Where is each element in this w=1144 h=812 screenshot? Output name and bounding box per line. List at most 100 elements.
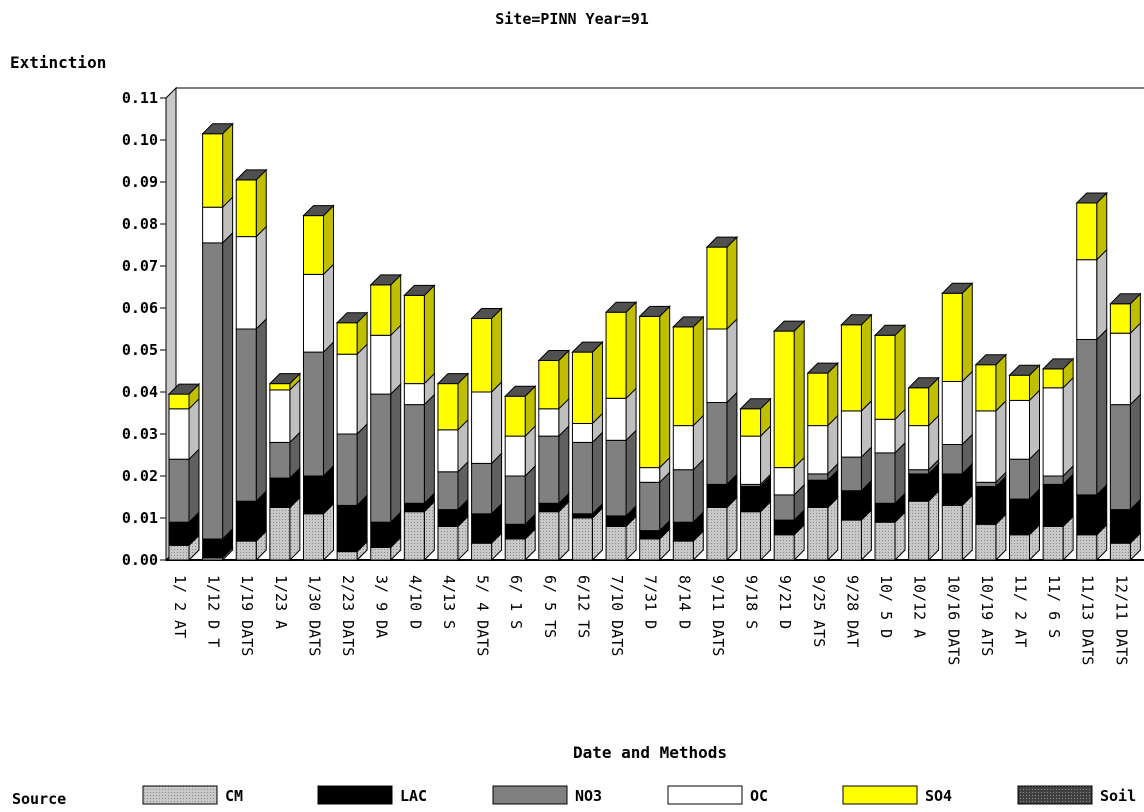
bar-segment [370,393,392,523]
bar-top-cap [1008,364,1041,376]
bar-segment [874,521,896,561]
bar-segment [571,423,593,443]
bar-segment [235,540,257,561]
bar-segment [302,215,324,275]
bar-top-cap [1075,192,1108,204]
bar-top-cap [470,308,503,319]
bar-segment [1109,404,1131,511]
bar-segment [941,444,963,475]
bar-segment [1042,475,1064,485]
bar-segment-side [827,361,839,427]
bar-segment [908,500,930,561]
bar-top-cap [268,373,302,385]
bar-segment [1009,399,1030,460]
bar-segment-side [692,458,704,524]
bar-segment [975,410,997,483]
bar-segment [403,404,425,504]
bar-stack [907,376,940,562]
bar-top-cap [403,284,436,296]
bar-segment-side [591,431,603,516]
bar-segment-side [255,225,267,331]
bar-segment [941,381,963,445]
bar-segment [336,504,358,553]
x-tick-label: 4/13 S [440,575,458,629]
bar-segment [1009,458,1030,500]
bar-segment-side [692,315,704,427]
bar-segment-side [356,422,368,507]
bar-segment [1109,542,1131,561]
bar-stack [705,235,739,562]
bar-segment [840,324,862,412]
bar-segment [941,473,963,506]
x-tick-label: 9/18 S [743,575,761,629]
x-tick-label: 6/ 5 TS [541,575,559,638]
bar-top-cap [806,362,839,374]
bar-top-cap [201,123,234,135]
bar-stack [571,340,604,562]
bar-segment [1042,525,1064,561]
bar-top-cap [571,341,604,353]
bar-segment-side [961,370,973,446]
bar-stack [436,372,470,562]
bar-segment [639,530,661,540]
bar-segment [504,523,526,540]
bar-segment-side [1062,376,1074,478]
bar-stack [840,313,873,562]
bar-segment [706,402,728,485]
bar-segment [672,469,694,523]
bar-segment [1109,509,1131,544]
bar-stack [167,382,201,562]
bar-segment [1076,202,1098,261]
x-tick-label: 7/31 D [642,575,660,629]
bar-stack [335,311,369,562]
bar-segment [807,479,829,509]
bar-segment-side [423,284,435,385]
bar-segment-side [726,391,738,486]
legend-item: SO4 [842,785,952,805]
bar-segment [168,458,190,523]
bar-segment [202,133,224,208]
bar-top-cap [672,316,705,328]
bar-top-cap [537,350,571,361]
bar-segment-side [255,168,267,238]
x-tick-label: 7/10 DATS [608,575,626,656]
bar-segment [504,475,526,525]
x-tick-label: 9/11 DATS [709,575,727,656]
bar-segment [773,494,795,521]
bar-segment [1042,368,1064,389]
bar-segment [403,502,425,513]
bar-top-cap [907,377,940,389]
bar-segment [504,538,526,561]
bar-segment [605,311,627,399]
bar-segment [807,473,829,481]
bar-segment-side [322,263,334,354]
bar-stack [672,315,705,562]
x-tick-label: 9/21 D [776,575,794,629]
bar-segment [538,511,560,561]
bar-segment-side [222,231,234,541]
x-tick-label: 10/12 A [911,575,929,638]
legend-swatch [142,785,218,805]
legend-label: LAC [400,787,427,805]
bar-segment-side [827,496,839,562]
bar-segment [269,507,291,561]
legend-item: Soil [1017,785,1136,805]
bar-segment [908,473,930,502]
bar-segment [571,513,593,519]
bar-stack [537,349,571,562]
bar-segment [908,387,930,427]
x-tick-label: 1/12 D T [205,575,223,647]
x-tick-label: 11/ 6 S [1045,575,1063,638]
y-tick-label: 0.04 [122,383,158,401]
bar-segment-side [1096,248,1108,341]
bar-segment [471,462,493,515]
bar-segment [403,383,425,406]
legend-item: NO3 [492,785,602,805]
bar-segment [975,523,997,561]
bar-segment [639,467,661,483]
bar-top-cap [705,236,739,248]
bar-segment [672,540,694,561]
bar-segment [773,519,795,536]
bar-segment [471,542,493,561]
bar-segment [706,328,728,403]
